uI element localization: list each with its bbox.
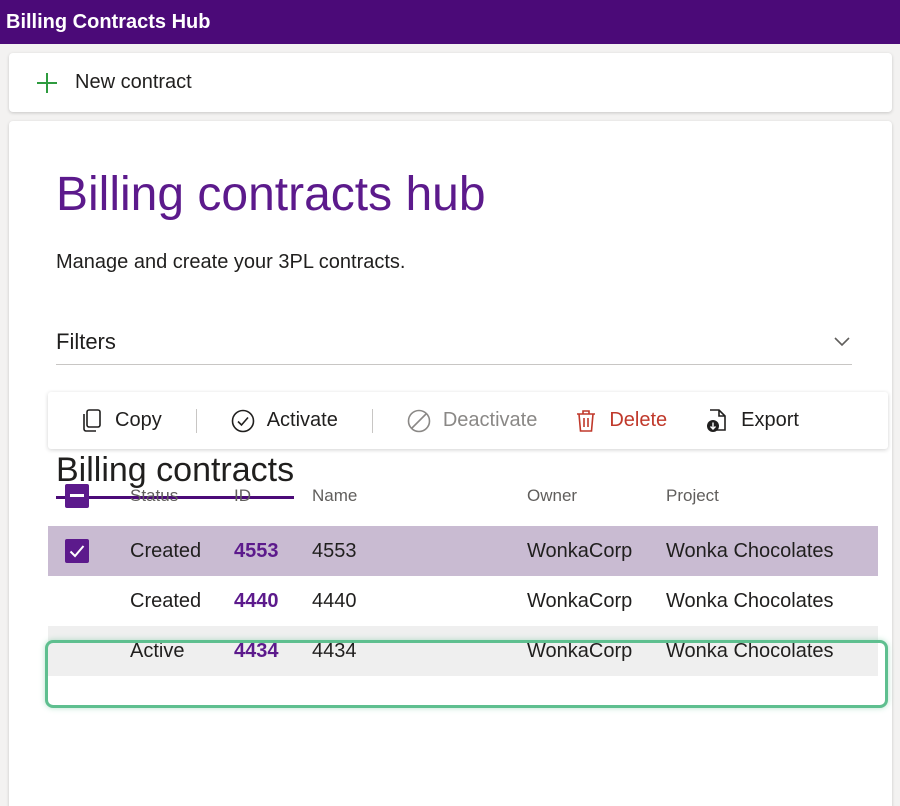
export-button[interactable]: Export bbox=[705, 408, 799, 434]
cell-name: 4440 bbox=[312, 589, 357, 612]
table-row[interactable]: Created 4440 4440 WonkaCorp Wonka Chocol… bbox=[48, 576, 878, 626]
deactivate-button[interactable]: Deactivate bbox=[407, 409, 538, 433]
cell-project: Wonka Chocolates bbox=[666, 639, 834, 662]
filters-expander[interactable]: Filters bbox=[56, 319, 852, 365]
table-row[interactable]: Active 4434 4434 WonkaCorp Wonka Chocola… bbox=[48, 626, 878, 676]
new-contract-label: New contract bbox=[75, 71, 192, 93]
cell-project: Wonka Chocolates bbox=[666, 539, 834, 562]
export-label: Export bbox=[741, 409, 799, 431]
cell-id-link[interactable]: 4440 bbox=[234, 589, 279, 612]
checkmark-icon bbox=[69, 545, 85, 558]
toolbar-divider bbox=[371, 408, 373, 433]
cell-status: Active bbox=[130, 639, 185, 662]
select-all-checkbox[interactable] bbox=[65, 484, 89, 508]
app-title: Billing Contracts Hub bbox=[6, 11, 211, 33]
column-header-project[interactable]: Project bbox=[666, 486, 719, 505]
cell-owner: WonkaCorp bbox=[527, 639, 633, 662]
page-title: Billing contracts hub bbox=[56, 168, 486, 221]
grid-toolbar: Copy Activate Deactivate Delete bbox=[48, 392, 888, 449]
row-checkbox[interactable] bbox=[65, 539, 89, 563]
page-subtitle: Manage and create your 3PL contracts. bbox=[56, 251, 406, 273]
main-card: Billing contracts hub Manage and create … bbox=[9, 121, 892, 806]
cell-id-link[interactable]: 4553 bbox=[234, 539, 279, 562]
minus-icon bbox=[70, 494, 84, 497]
section-title: Billing contracts bbox=[56, 451, 295, 499]
cell-id-link[interactable]: 4434 bbox=[234, 639, 279, 662]
chevron-down-icon bbox=[834, 336, 850, 346]
plus-icon bbox=[37, 72, 57, 93]
cell-owner: WonkaCorp bbox=[527, 589, 633, 612]
column-header-status[interactable]: Status bbox=[130, 486, 179, 505]
copy-button[interactable]: Copy bbox=[81, 408, 162, 433]
cell-status: Created bbox=[130, 589, 202, 612]
copy-icon bbox=[83, 408, 101, 432]
cell-status: Created bbox=[130, 539, 202, 562]
column-header-owner[interactable]: Owner bbox=[527, 486, 578, 505]
cell-project: Wonka Chocolates bbox=[666, 589, 834, 612]
table-row[interactable]: Created 4553 4553 WonkaCorp Wonka Chocol… bbox=[48, 526, 878, 576]
table-header-row: Status ID Name Owner Project bbox=[48, 470, 878, 522]
column-header-name[interactable]: Name bbox=[312, 486, 358, 505]
delete-button[interactable]: Delete bbox=[575, 409, 667, 433]
check-circle-icon bbox=[231, 409, 255, 432]
copy-label: Copy bbox=[115, 409, 162, 431]
activate-button[interactable]: Activate bbox=[231, 409, 338, 433]
cell-name: 4553 bbox=[312, 539, 357, 562]
cell-name: 4434 bbox=[312, 639, 357, 662]
deactivate-label: Deactivate bbox=[442, 409, 538, 431]
export-icon bbox=[707, 408, 726, 432]
column-header-id[interactable]: ID bbox=[234, 486, 251, 505]
blocked-icon bbox=[407, 409, 431, 432]
activate-label: Activate bbox=[266, 409, 338, 431]
filters-label: Filters bbox=[56, 328, 116, 354]
contracts-grid: Status ID Name Owner Project Created 455… bbox=[48, 470, 878, 676]
trash-icon bbox=[577, 409, 596, 432]
new-contract-button[interactable]: New contract bbox=[35, 71, 192, 95]
command-bar: New contract bbox=[9, 53, 892, 112]
cell-owner: WonkaCorp bbox=[527, 539, 633, 562]
toolbar-divider bbox=[195, 408, 197, 433]
delete-label: Delete bbox=[609, 409, 668, 431]
app-title-bar: Billing Contracts Hub bbox=[0, 0, 900, 44]
